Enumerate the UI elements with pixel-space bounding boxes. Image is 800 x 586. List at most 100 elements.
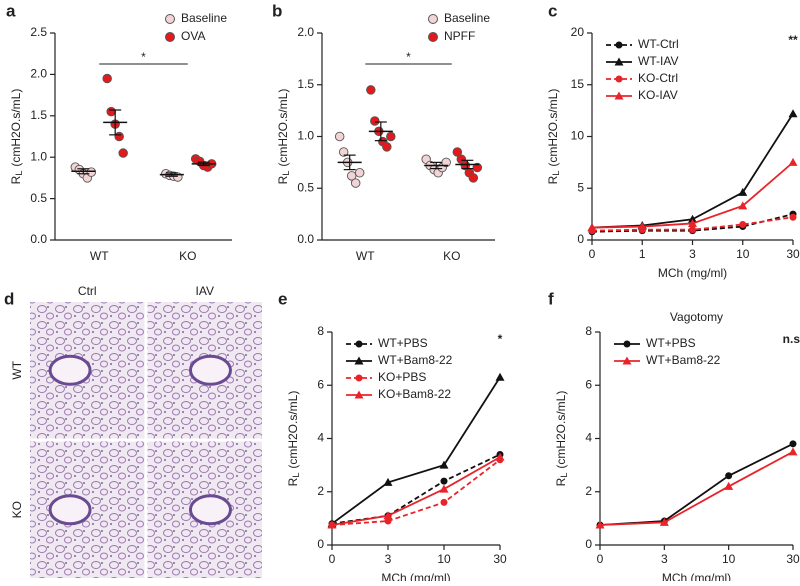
mean-sem [103,109,128,136]
y-tick-label: 0.5 [297,180,314,194]
marker [439,460,449,469]
legend-marker-group [615,75,623,83]
y-tick-label: 5 [577,180,584,194]
y-axis-label: RL (cmH2O.s/mL) [276,89,291,185]
legend-marker-group [355,374,363,382]
legend-label: Baseline [444,11,490,25]
x-tick-label: KO [179,249,196,263]
row-label: WT [10,360,24,379]
y-tick-label: 4 [585,431,592,445]
row-label: KO [10,501,24,518]
y-axis-label: RL (cmH2O.s/mL) [9,89,24,185]
marker [688,218,697,227]
series-line [331,453,501,525]
data-point [366,85,376,95]
y-label-main: R [276,175,290,184]
x-tick-label: 30 [493,552,507,566]
legend-label: KO+PBS [378,370,426,384]
data-point [346,171,357,181]
marker [789,440,797,448]
data-point [118,148,128,158]
y-label-sub: L [14,171,24,176]
legend-label: Baseline [181,11,227,25]
airway [188,494,232,526]
legend-marker-group [355,340,363,348]
x-tick-label: 10 [722,552,736,566]
legend-label: NPFF [444,29,475,43]
legend-label: KO-Ctrl [638,71,678,85]
legend-marker [615,41,623,49]
marker [788,109,798,118]
marker [688,214,697,223]
marker [439,484,449,493]
marker [738,187,748,196]
data-point [334,131,345,142]
series-line [331,376,501,525]
y-axis-label: RL (cmH2O.s/mL) [286,391,301,487]
marker [495,452,505,461]
panel-letter: f [548,289,554,308]
legend-label: WT+Bam8-22 [378,353,453,367]
x-tick-label: WT [90,249,109,263]
legend-marker-group [622,356,632,365]
legend-label: WT-Ctrl [638,37,679,51]
legend-label: KO-IAV [638,88,678,102]
panel-letter: d [4,289,14,308]
x-axis-label: MCh (mg/ml) [662,571,731,581]
y-label-unit: (cmH2O.s/mL) [9,89,23,167]
legend-marker [354,390,364,399]
y-tick-label: 2.0 [297,25,314,39]
marker [495,372,505,381]
y-label-unit: (cmH2O.s/mL) [546,89,560,167]
y-label-unit: (cmH2O.s/mL) [286,391,300,469]
x-tick-label: 10 [437,552,451,566]
x-tick-label: 3 [689,247,696,261]
data-point [350,178,361,188]
legend-marker [355,374,363,382]
mean-sem [368,121,393,142]
x-tick-label: 0 [589,247,596,261]
marker [725,472,733,480]
x-axis-label: MCh (mg/ml) [658,266,727,280]
y-tick-label: 1.5 [297,77,314,91]
y-tick-label: 1.0 [30,149,47,163]
legend-marker-group [354,390,364,399]
marker [595,520,605,529]
x-tick-label: WT [356,249,375,263]
marker [327,520,337,529]
mean-sem [424,161,449,170]
y-tick-label: 0.5 [30,191,47,205]
legend-marker-group [614,91,624,100]
y-tick-label: 10 [571,129,585,143]
legend-marker-group [354,356,364,365]
marker [637,222,647,231]
column-label: Ctrl [78,284,97,298]
y-tick-label: 6 [585,377,592,391]
airway [48,354,92,386]
y-tick-label: 6 [317,377,324,391]
marker [689,226,696,234]
y-tick-label: 15 [571,77,585,91]
y-axis-label: RL (cmH2O.s/mL) [546,89,561,185]
series-line [331,459,501,526]
data-point [370,116,380,126]
y-axis-label: RL (cmH2O.s/mL) [554,391,569,487]
y-label-sub: L [281,171,291,176]
legend-marker [165,32,175,42]
legend-label: WT+PBS [646,336,696,350]
legend-label: KO+Bam8-22 [378,387,451,401]
mean-sem [337,154,362,171]
marker [383,511,393,520]
marker [440,498,448,506]
series-line [599,451,794,526]
x-tick-label: 10 [736,247,750,261]
legend-marker [354,356,364,365]
y-tick-label: 0.0 [30,232,47,246]
data-point [354,167,365,178]
y-label-main: R [554,477,568,486]
x-tick-label: KO [443,249,460,263]
x-tick-label: 30 [786,552,800,566]
marker [587,223,597,232]
marker [724,481,734,490]
legend-label: WT+PBS [378,336,428,350]
